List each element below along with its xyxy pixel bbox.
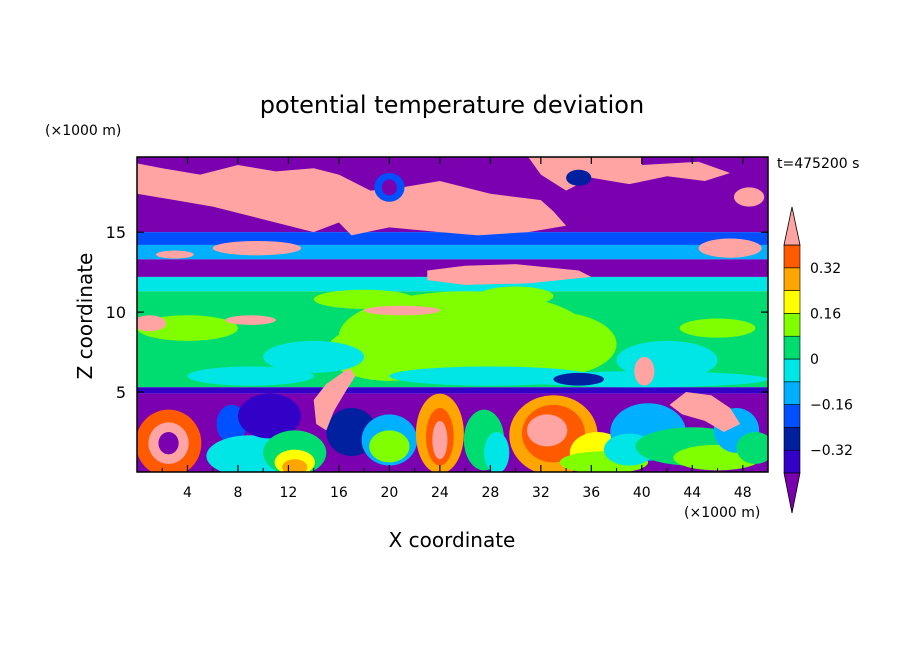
colorbar-tick-label: 0.16 — [810, 306, 841, 322]
contour-blob — [566, 169, 592, 186]
contour-blob — [158, 432, 179, 455]
warm-region-44km — [669, 392, 741, 433]
colorbar-swatch — [783, 313, 801, 337]
colorbar-tick-label: 0 — [810, 352, 819, 368]
contour-blob — [137, 315, 167, 332]
colorbar-tick-label: 0.32 — [810, 261, 841, 277]
colorbar-swatch — [783, 335, 801, 360]
contour-blob — [212, 240, 302, 256]
colorbar-extend-bottom — [783, 472, 801, 514]
contour-blob — [553, 372, 604, 386]
contour-blob — [282, 459, 308, 472]
time-label: t=475200 s — [777, 156, 859, 172]
x-tick-label: 8 — [233, 485, 242, 501]
colorbar-swatch — [783, 381, 801, 405]
x-tick-label: 36 — [582, 485, 600, 501]
x-axis: 4 8 12 16 20 24 28 32 36 40 44 48 — [161, 157, 752, 501]
contour-blob — [698, 238, 762, 258]
contour-blob — [369, 430, 410, 463]
x-tick-label: 4 — [183, 485, 192, 501]
warm-plume-16km — [313, 368, 356, 431]
plot-frame — [136, 156, 769, 473]
x-tick-label: 44 — [683, 485, 701, 501]
y-tick-label: 15 — [106, 223, 126, 242]
colorbar-extend-top — [783, 206, 801, 246]
contour-blob — [364, 305, 440, 316]
colorbar-tick-label: −0.32 — [810, 443, 853, 459]
x-tick-label: 12 — [280, 485, 298, 501]
colorbar-swatch — [783, 290, 801, 314]
contour-blob — [187, 366, 314, 386]
warm-cloud-upper-west — [137, 163, 567, 236]
y-axis-unit: (×1000 m) — [45, 123, 121, 139]
colorbar-swatch — [783, 358, 801, 383]
band-15km — [137, 232, 768, 245]
contour-blob — [490, 312, 617, 377]
band-5km — [137, 387, 768, 394]
warm-cloud-13km — [427, 264, 592, 285]
contour-blob — [225, 315, 276, 325]
contour-blob — [263, 340, 365, 373]
contour-blob — [432, 420, 448, 460]
contour-blob — [484, 432, 510, 472]
contour-blob — [237, 393, 302, 439]
colorbar-swatch — [783, 267, 801, 291]
y-axis: 5 10 15 — [106, 223, 768, 402]
contour-blob — [155, 250, 194, 259]
contour-blob — [313, 289, 415, 309]
x-tick-label: 32 — [532, 485, 550, 501]
contour-blob — [326, 323, 453, 381]
x-tick-label: 24 — [431, 485, 449, 501]
contour-blob — [381, 179, 397, 196]
contour-blob — [736, 432, 768, 465]
colorbar-swatch — [783, 427, 801, 451]
contour-field — [137, 157, 768, 472]
y-axis-label: Z coordinate — [73, 253, 97, 380]
y-tick-label: 5 — [116, 383, 126, 402]
colorbar-swatch — [783, 449, 801, 474]
x-tick-label: 20 — [380, 485, 398, 501]
contour-blob — [634, 356, 655, 386]
x-tick-label: 28 — [481, 485, 499, 501]
contour-blob — [733, 187, 765, 207]
y-tick-label: 10 — [106, 303, 126, 322]
contour-blob — [679, 318, 756, 338]
x-tick-label: 16 — [330, 485, 348, 501]
colorbar: 0.32 0.16 0 −0.16 −0.32 — [783, 206, 853, 514]
contour-blob — [477, 286, 554, 306]
colorbar-swatch — [783, 244, 801, 269]
band-12km — [137, 276, 768, 292]
x-axis-unit: (×1000 m) — [684, 505, 760, 521]
x-tick-label: 48 — [734, 485, 752, 501]
contour-blob — [526, 414, 568, 447]
x-axis-label: X coordinate — [389, 528, 516, 552]
colorbar-swatch — [783, 404, 801, 428]
colorbar-tick-label: −0.16 — [810, 398, 853, 414]
chart-title: potential temperature deviation — [260, 91, 644, 119]
x-tick-label: 40 — [633, 485, 651, 501]
